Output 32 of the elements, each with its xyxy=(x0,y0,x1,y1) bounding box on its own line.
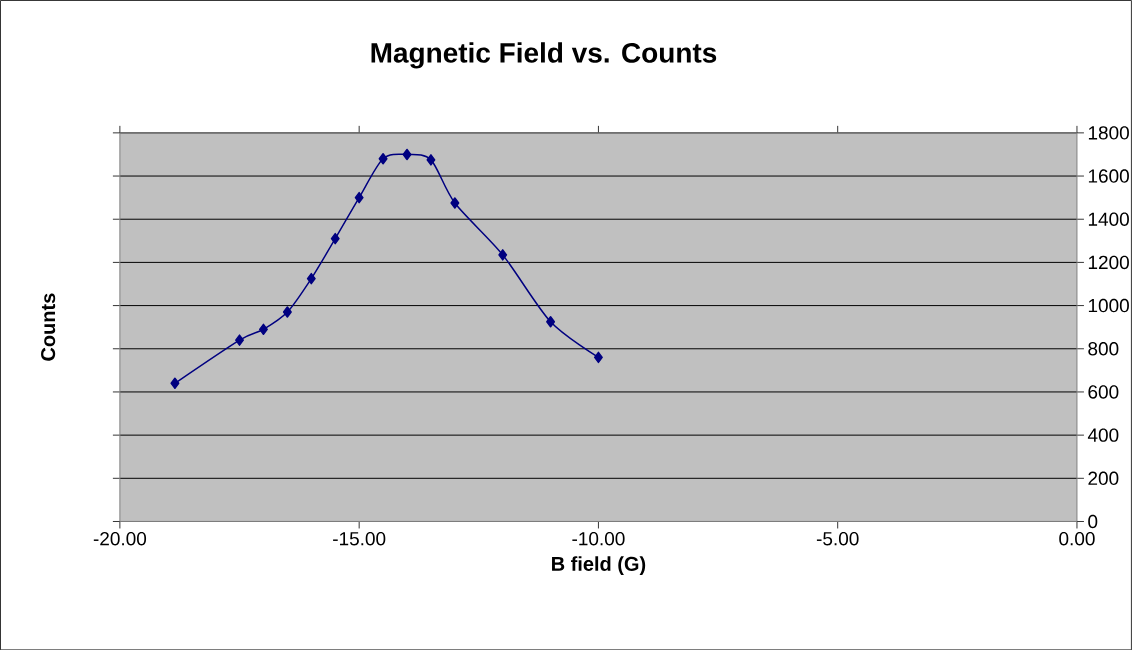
y-tick-label: 1200 xyxy=(1088,255,1129,269)
x-tick-label: -10.00 xyxy=(572,531,625,546)
point xyxy=(378,152,388,165)
y-axis-title: Counts xyxy=(41,293,56,361)
point xyxy=(354,191,364,204)
y-tick-label: 600 xyxy=(1088,385,1119,399)
point xyxy=(235,334,245,346)
y-tick-label: 1400 xyxy=(1088,212,1129,226)
y-tick-label: 800 xyxy=(1088,341,1119,356)
x-tick-label: -15.00 xyxy=(333,531,386,546)
y-tick-label: 400 xyxy=(1087,428,1119,442)
point xyxy=(450,197,460,209)
x-tick-label: 0.00 xyxy=(1059,531,1095,546)
y-tick-label: 1600 xyxy=(1088,169,1129,183)
y-tick-label: 1800 xyxy=(1088,125,1129,140)
chart-title: Magnetic Field vs. Counts xyxy=(371,42,717,69)
point xyxy=(546,315,556,328)
point xyxy=(402,148,412,161)
point xyxy=(170,377,180,389)
point xyxy=(426,153,436,166)
y-tick-label: 0 xyxy=(1088,514,1098,529)
point xyxy=(593,351,603,363)
x-axis-title: B field (G) xyxy=(552,556,646,575)
x-tick-label: -20.00 xyxy=(93,531,147,546)
y-tick-label: 200 xyxy=(1088,471,1119,485)
point xyxy=(330,232,340,245)
point xyxy=(498,248,508,261)
y-tick-label: 1000 xyxy=(1088,298,1129,313)
point xyxy=(282,306,292,318)
point xyxy=(258,323,268,335)
x-tick-label: -5.00 xyxy=(816,531,859,546)
point xyxy=(306,272,316,285)
